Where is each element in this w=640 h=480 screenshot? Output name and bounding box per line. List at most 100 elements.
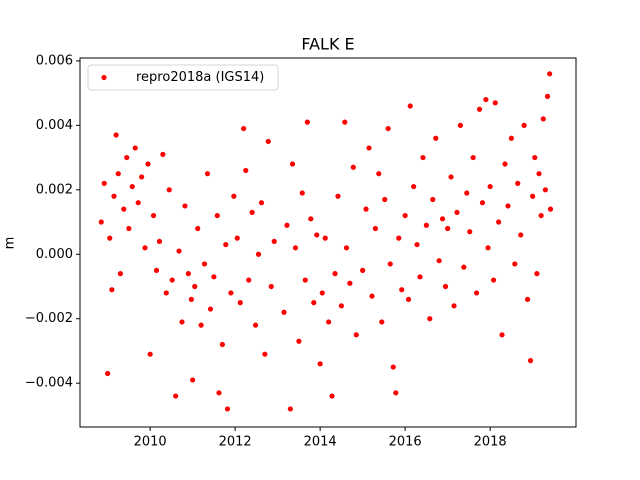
point [332,270,338,277]
point [132,145,138,151]
point [211,274,217,280]
point [287,406,293,412]
point [347,280,353,286]
point [150,212,157,219]
point [405,296,412,302]
point [353,332,359,338]
point [476,106,483,112]
point [524,296,531,302]
point [461,264,467,270]
point [188,296,194,302]
point [479,200,486,206]
point [473,290,480,296]
y-tick-label: 0.000 [36,247,73,262]
point [252,322,259,328]
point [317,361,323,367]
point [382,196,388,203]
point [101,180,107,186]
point [427,316,433,322]
point [311,300,317,306]
point [223,241,229,248]
legend-box [87,64,279,91]
legend-label: repro2018a (IGS14) [136,70,264,85]
point [521,122,527,128]
x-tick-label: 2012 [219,435,252,450]
point [411,183,417,190]
point [299,190,305,196]
point [113,132,119,138]
point [182,203,188,209]
point [534,270,540,277]
point [117,270,123,277]
point [121,206,127,212]
point [369,293,375,299]
x-tick-label: 2010 [134,435,167,450]
point [518,232,524,238]
point [237,300,243,306]
point [195,225,201,232]
point [192,283,198,290]
point [538,212,544,219]
point [319,290,325,296]
point [414,241,420,248]
point [204,171,211,177]
point [322,235,328,241]
point [176,248,182,254]
point [527,358,534,364]
point [363,206,369,212]
point [207,306,214,312]
point [338,303,344,309]
point [326,319,332,325]
point [249,209,255,215]
point [372,225,378,232]
legend-marker [101,74,107,81]
point [423,222,429,228]
point [335,193,341,199]
x-tick-label: 2018 [474,435,507,450]
point [536,171,542,177]
point [281,309,287,315]
point [289,161,296,167]
point [439,216,446,222]
point [385,125,391,132]
axes-frame [79,57,577,428]
point [454,209,460,215]
point [268,283,274,290]
point [445,225,451,232]
point [145,161,151,167]
point [430,196,436,203]
point [241,125,247,132]
point [234,235,240,241]
point [544,93,551,99]
y-tick-label: 0.002 [36,182,73,197]
point [314,232,320,238]
point [467,229,473,235]
point [502,161,508,167]
point [153,267,160,273]
point [540,116,546,122]
y-tick-label: 0.006 [36,53,73,68]
point [271,238,277,244]
point [393,390,399,396]
point [169,277,175,283]
point [246,277,252,283]
point [417,274,423,280]
point [399,287,405,293]
point [343,245,350,251]
point [390,364,396,370]
point [442,283,449,290]
point [505,203,511,209]
point [255,251,262,257]
point [292,245,299,251]
point [111,193,117,199]
point [258,200,265,206]
point [457,122,463,128]
point [107,235,113,241]
point [496,219,502,225]
point [139,174,145,180]
point [304,119,310,125]
point [265,138,271,145]
point [532,154,538,161]
point [173,393,179,399]
point [284,222,290,228]
